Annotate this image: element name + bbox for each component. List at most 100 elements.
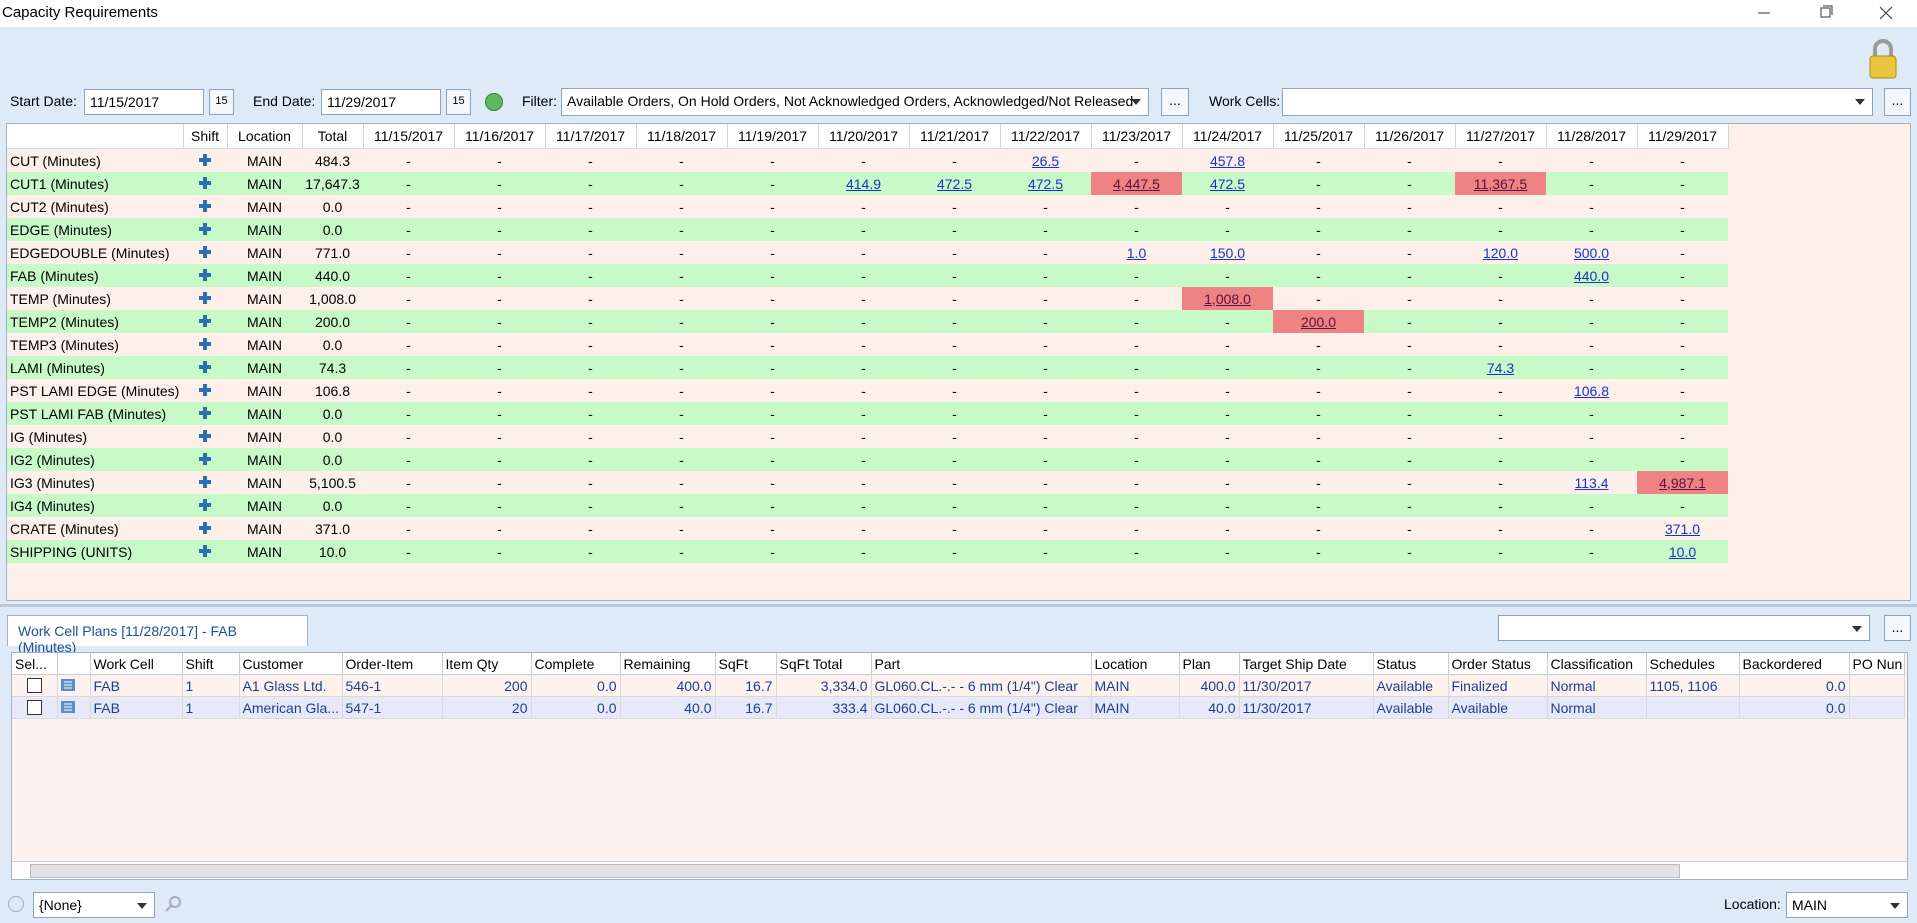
day-cell[interactable]: - [1091,310,1182,333]
day-cell[interactable]: - [909,218,1000,241]
day-cell[interactable]: - [909,471,1000,494]
day-cell[interactable]: - [818,195,909,218]
day-cell[interactable]: - [1273,356,1364,379]
day-cell[interactable]: - [363,471,454,494]
plans-tab[interactable]: Work Cell Plans [11/28/2017] - FAB (Minu… [7,615,308,646]
day-cell[interactable]: - [636,425,727,448]
day-cell[interactable]: - [363,264,454,287]
day-cell[interactable]: 1.0 [1091,241,1182,264]
day-cell[interactable]: - [636,264,727,287]
day-cell[interactable]: - [1000,379,1091,402]
work-cells-combo[interactable] [1282,88,1873,116]
day-cell[interactable]: - [1546,517,1637,540]
day-cell[interactable]: - [636,287,727,310]
day-cell[interactable]: 200.0 [1273,310,1364,333]
day-cell[interactable]: - [909,379,1000,402]
start-date-input[interactable]: 11/15/2017 [84,89,204,115]
day-cell[interactable]: - [363,333,454,356]
day-cell[interactable]: - [363,379,454,402]
day-cell[interactable]: - [1637,402,1728,425]
day-cell[interactable]: - [363,540,454,563]
day-cell[interactable]: - [363,425,454,448]
day-cell[interactable]: - [1273,540,1364,563]
day-cell[interactable]: - [1273,218,1364,241]
day-cell[interactable]: - [454,287,545,310]
day-cell[interactable]: - [545,471,636,494]
day-cell[interactable]: - [818,494,909,517]
day-cell[interactable]: - [1455,310,1546,333]
day-cell[interactable]: - [1455,264,1546,287]
day-cell[interactable]: - [1637,333,1728,356]
day-cell[interactable]: - [363,356,454,379]
day-cell[interactable]: - [1000,402,1091,425]
day-cell[interactable]: - [545,425,636,448]
day-cell[interactable]: - [1273,494,1364,517]
day-cell[interactable]: - [1091,356,1182,379]
day-cell[interactable]: - [636,172,727,195]
day-cell[interactable]: - [818,402,909,425]
day-cell[interactable]: - [545,218,636,241]
day-cell[interactable]: - [454,310,545,333]
day-cell[interactable]: - [1637,425,1728,448]
shift-expand[interactable] [183,310,227,333]
day-cell[interactable]: - [1455,333,1546,356]
day-cell[interactable]: - [1455,379,1546,402]
day-cell[interactable]: - [1546,425,1637,448]
day-cell[interactable]: - [636,218,727,241]
day-cell[interactable]: - [1182,333,1273,356]
day-cell[interactable]: - [1182,356,1273,379]
day-cell[interactable]: - [909,540,1000,563]
day-cell[interactable]: - [454,149,545,173]
day-cell[interactable]: - [545,172,636,195]
day-cell[interactable]: 74.3 [1455,356,1546,379]
shift-expand[interactable] [183,264,227,287]
day-cell[interactable]: - [909,241,1000,264]
day-cell[interactable]: - [1455,287,1546,310]
day-cell[interactable]: - [1637,195,1728,218]
day-cell[interactable]: - [1273,402,1364,425]
day-cell[interactable]: - [454,264,545,287]
day-cell[interactable]: - [1364,287,1455,310]
day-cell[interactable]: - [1364,172,1455,195]
day-cell[interactable]: - [636,540,727,563]
day-cell[interactable]: - [636,333,727,356]
day-cell[interactable]: - [1091,494,1182,517]
day-cell[interactable]: - [1000,310,1091,333]
day-cell[interactable]: - [454,218,545,241]
day-cell[interactable]: - [1091,471,1182,494]
day-cell[interactable]: - [818,471,909,494]
day-cell[interactable]: - [1364,218,1455,241]
day-cell[interactable]: - [545,310,636,333]
day-cell[interactable]: - [727,218,818,241]
day-cell[interactable]: - [1182,402,1273,425]
day-cell[interactable]: - [454,195,545,218]
location-combo[interactable]: MAIN [1786,892,1908,918]
day-cell[interactable]: - [1273,195,1364,218]
day-cell[interactable]: - [636,356,727,379]
day-cell[interactable]: - [1091,264,1182,287]
day-cell[interactable]: - [909,264,1000,287]
day-cell[interactable]: - [727,172,818,195]
day-cell[interactable]: - [909,287,1000,310]
day-cell[interactable]: - [454,494,545,517]
day-cell[interactable]: - [1273,241,1364,264]
day-cell[interactable]: - [363,402,454,425]
day-cell[interactable]: - [363,241,454,264]
day-cell[interactable]: - [1182,195,1273,218]
day-cell[interactable]: - [636,379,727,402]
shift-expand[interactable] [183,471,227,494]
detail-icon[interactable] [57,697,90,719]
day-cell[interactable]: 457.8 [1182,149,1273,173]
day-cell[interactable]: - [454,356,545,379]
day-cell[interactable]: - [818,287,909,310]
end-date-input[interactable]: 11/29/2017 [321,89,441,115]
day-cell[interactable]: - [909,494,1000,517]
day-cell[interactable]: - [1000,264,1091,287]
day-cell[interactable]: - [454,241,545,264]
day-cell[interactable]: - [363,287,454,310]
day-cell[interactable]: - [1182,218,1273,241]
day-cell[interactable]: 472.5 [1182,172,1273,195]
shift-expand[interactable] [183,333,227,356]
day-cell[interactable]: - [727,264,818,287]
day-cell[interactable]: - [909,310,1000,333]
